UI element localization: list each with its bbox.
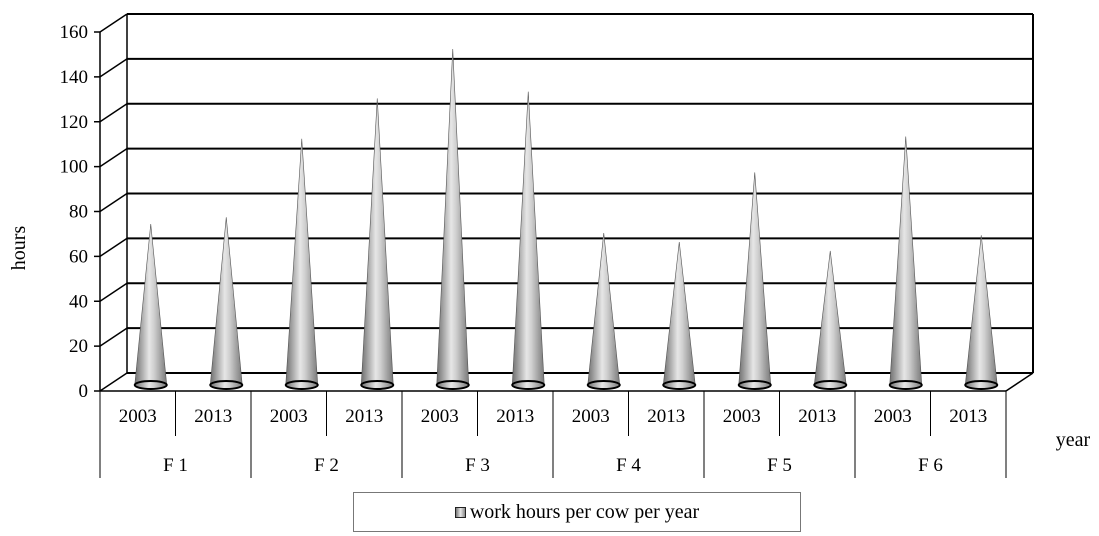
cone-bar <box>209 217 244 390</box>
y-tick-label: 120 <box>60 112 89 133</box>
y-tick-label: 160 <box>60 22 89 43</box>
group-label: F 5 <box>767 455 792 476</box>
cone-body <box>587 232 621 390</box>
cone-base <box>209 380 244 390</box>
cone-body <box>511 91 545 390</box>
cone-base <box>360 380 395 390</box>
group-label: F 3 <box>465 455 490 476</box>
cone-base <box>133 380 168 390</box>
cone-bar <box>133 224 168 390</box>
x-tick-label: 2013 <box>496 406 534 427</box>
cone-bar <box>284 138 319 390</box>
gridline-side <box>99 327 128 347</box>
cone-bar-chart: 0 20 40 60 80 100 120 140 160 2003 2013 2003 2013 200… <box>8 13 1091 478</box>
y-tick-label: 40 <box>69 291 88 312</box>
cone-body <box>662 241 696 390</box>
group-label: F 6 <box>918 455 943 476</box>
group-label: F 1 <box>163 455 188 476</box>
y-axis-title: hours <box>8 226 30 271</box>
legend-swatch <box>454 506 466 518</box>
x-tick-label: 2013 <box>194 406 232 427</box>
x-tick-label: 2013 <box>345 406 383 427</box>
y-tick-label: 0 <box>79 381 89 402</box>
cone-bar <box>662 241 697 390</box>
cone-base <box>888 380 923 390</box>
cone-base <box>964 380 999 390</box>
cone-bar <box>360 98 395 390</box>
legend-label: work hours per cow per year <box>469 500 700 523</box>
cone-base <box>813 380 848 390</box>
cone-bar <box>964 235 999 390</box>
x-tick-label: 2003 <box>723 406 761 427</box>
legend: work hours per cow per year <box>353 492 801 532</box>
gridline-side <box>99 372 128 392</box>
cone-body <box>738 172 772 390</box>
x-tick-label: 2013 <box>798 406 836 427</box>
cone-base <box>586 380 621 390</box>
floor-right-edge <box>1005 372 1034 392</box>
gridline-side <box>99 192 128 213</box>
cone-base <box>435 380 470 390</box>
cone-bar <box>586 232 621 390</box>
y-tick-label: 140 <box>60 67 89 88</box>
x-tick-label: 2003 <box>421 406 459 427</box>
cone-base <box>511 380 546 390</box>
gridline-side <box>99 13 128 33</box>
gridline-side <box>99 148 128 168</box>
y-tick-label: 60 <box>69 246 88 267</box>
gridline-side <box>99 237 128 257</box>
cone-base <box>662 380 697 390</box>
x-axis-title: year <box>1056 429 1091 451</box>
cone-body <box>209 217 243 390</box>
cone-bar <box>888 136 923 390</box>
cone-body <box>285 138 319 390</box>
group-label: F 2 <box>314 455 339 476</box>
x-tick-label: 2013 <box>949 406 987 427</box>
x-tick-label: 2013 <box>647 406 685 427</box>
cone-bar <box>435 49 470 390</box>
cone-bar <box>813 250 848 390</box>
x-tick-label: 2003 <box>572 406 610 427</box>
cone-bar <box>737 172 772 390</box>
y-tick-label: 100 <box>60 157 89 178</box>
cone-bar <box>511 91 546 390</box>
cone-body <box>436 49 470 390</box>
gridline-side <box>99 103 128 123</box>
cone-body <box>813 250 847 390</box>
group-label: F 4 <box>616 455 641 476</box>
y-tick-label: 20 <box>69 336 88 357</box>
gridline-side <box>99 282 128 302</box>
cone-body <box>360 98 394 390</box>
cone-base <box>737 380 772 390</box>
cone-base <box>284 380 319 390</box>
x-tick-label: 2003 <box>270 406 308 427</box>
cone-body <box>964 235 998 390</box>
y-tick-label: 80 <box>69 202 88 223</box>
x-tick-label: 2003 <box>119 406 157 427</box>
x-tick-label: 2003 <box>874 406 912 427</box>
gridline-side <box>99 58 128 78</box>
cone-body <box>134 224 168 390</box>
cone-body <box>889 136 923 390</box>
